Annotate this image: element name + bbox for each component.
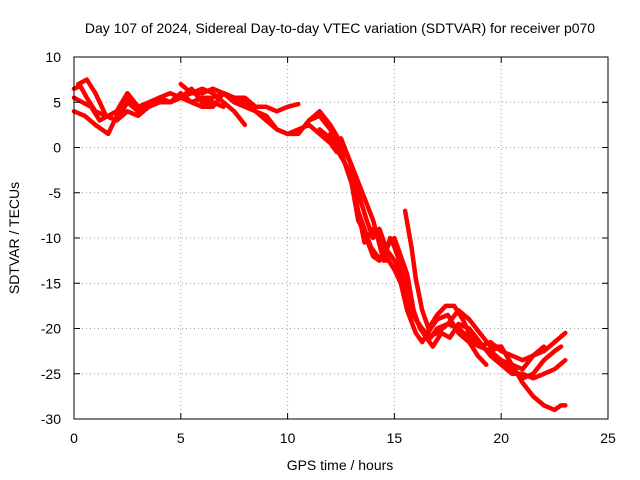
series-line-track-10 [349, 181, 389, 263]
y-tick-label: -30 [41, 411, 61, 427]
x-tick-label: 15 [387, 430, 403, 446]
y-tick-label: -15 [41, 275, 61, 291]
y-tick-label: 5 [53, 94, 61, 110]
x-tick-label: 20 [493, 430, 509, 446]
series-line-track-8 [328, 131, 504, 349]
series-line-track-4 [76, 77, 226, 123]
axis-ticks [73, 56, 609, 420]
y-tick-label: -25 [41, 366, 61, 382]
series-line-track-11 [402, 208, 547, 363]
chart-title: Day 107 of 2024, Sidereal Day-to-day VTE… [85, 20, 595, 36]
y-tick-label: 0 [53, 140, 61, 156]
series-line-track-9 [338, 136, 483, 349]
x-tick-label: 0 [70, 430, 78, 446]
x-tick-label: 5 [177, 430, 185, 446]
y-tick-label: 10 [45, 49, 61, 65]
y-axis-label: SDTVAR / TECUs [6, 182, 22, 294]
y-tick-labels: 10 5 0 -5 -10 -15 -20 -25 -30 [41, 49, 61, 427]
series-line-track-3 [71, 90, 344, 150]
x-axis-label: GPS time / hours [287, 457, 394, 473]
series-line-track-13 [498, 344, 564, 381]
x-tick-label: 25 [600, 430, 616, 446]
series-line-track-5 [178, 81, 248, 128]
x-tick-labels: 0 5 10 15 20 25 [70, 430, 616, 446]
y-tick-label: -5 [49, 185, 62, 201]
y-tick-label: -10 [41, 230, 61, 246]
y-tick-label: -20 [41, 321, 61, 337]
series-layer [71, 77, 568, 413]
series-line-track-12 [488, 330, 568, 372]
x-tick-label: 10 [280, 430, 296, 446]
series-line-track-14 [466, 339, 489, 367]
